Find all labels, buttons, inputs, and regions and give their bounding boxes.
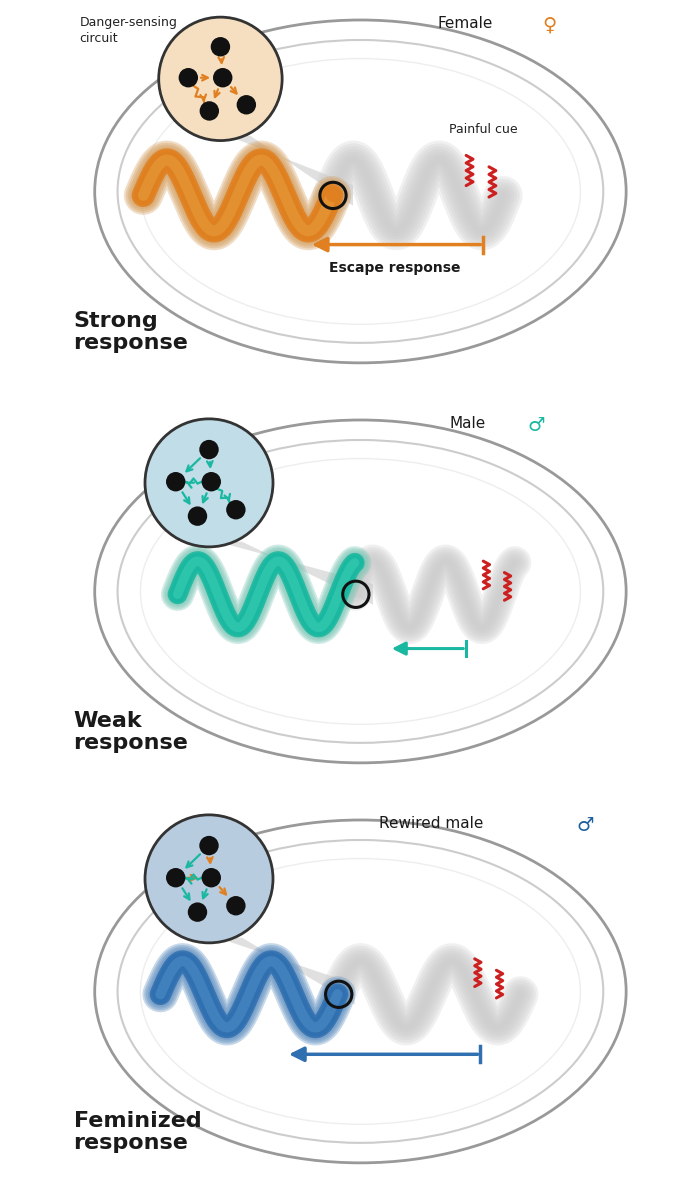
Circle shape — [226, 500, 246, 520]
Ellipse shape — [140, 458, 581, 725]
Circle shape — [200, 101, 219, 121]
Circle shape — [202, 472, 221, 492]
Ellipse shape — [121, 842, 600, 1140]
Circle shape — [200, 836, 218, 856]
Circle shape — [145, 419, 273, 547]
Circle shape — [179, 68, 198, 88]
Text: ♂: ♂ — [577, 816, 594, 835]
Polygon shape — [218, 541, 373, 605]
Text: ♂: ♂ — [527, 416, 544, 434]
Ellipse shape — [117, 840, 603, 1142]
Circle shape — [188, 902, 207, 922]
Circle shape — [211, 37, 230, 56]
Text: Feminized
response: Feminized response — [73, 1111, 201, 1153]
Circle shape — [202, 868, 221, 888]
Text: Escape response: Escape response — [329, 260, 461, 275]
Circle shape — [158, 17, 282, 140]
Circle shape — [200, 440, 218, 460]
Ellipse shape — [117, 40, 603, 343]
Text: Female: Female — [438, 16, 493, 31]
Text: Painful cue: Painful cue — [449, 122, 518, 136]
Ellipse shape — [140, 858, 581, 1124]
Text: Strong
response: Strong response — [73, 311, 188, 353]
Circle shape — [237, 95, 256, 114]
Text: ♀: ♀ — [542, 16, 556, 35]
Ellipse shape — [117, 440, 603, 743]
Circle shape — [188, 506, 207, 526]
Text: Male: Male — [449, 416, 485, 431]
Circle shape — [226, 896, 246, 916]
Polygon shape — [228, 136, 353, 205]
Text: Danger-sensing
circuit: Danger-sensing circuit — [80, 16, 177, 44]
Polygon shape — [218, 937, 355, 1004]
Circle shape — [145, 815, 273, 943]
Circle shape — [166, 472, 186, 492]
Ellipse shape — [121, 443, 600, 740]
Text: Weak
response: Weak response — [73, 710, 188, 754]
Circle shape — [166, 868, 186, 888]
Ellipse shape — [140, 59, 581, 324]
Ellipse shape — [121, 43, 600, 340]
Circle shape — [326, 188, 340, 203]
Circle shape — [213, 68, 232, 88]
Text: Rewired male: Rewired male — [379, 816, 483, 830]
